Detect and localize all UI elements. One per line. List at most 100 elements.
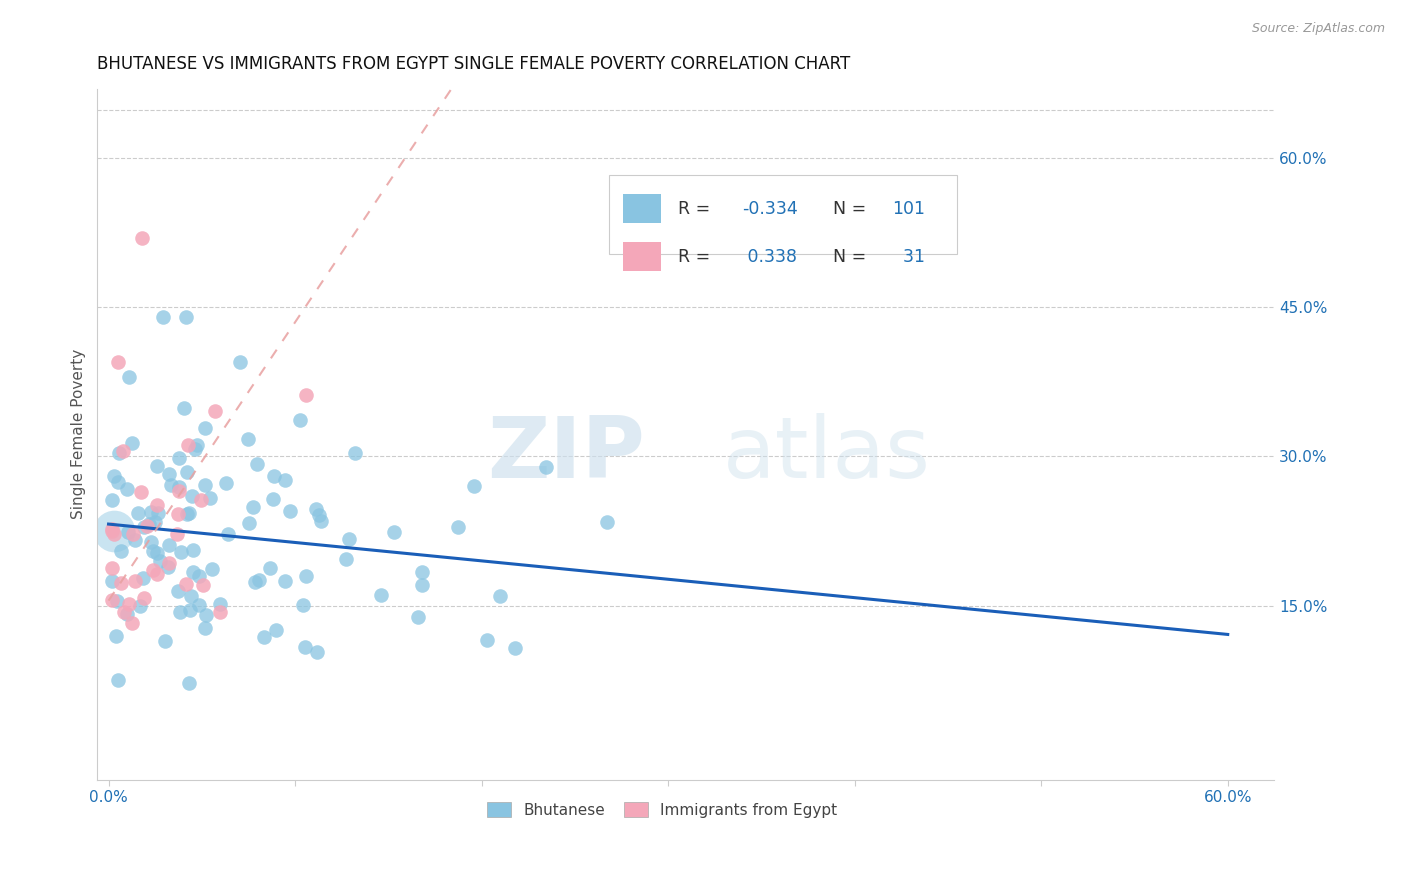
Point xyxy=(217,526,239,541)
Point xyxy=(181,543,204,558)
Text: R =: R = xyxy=(678,247,716,266)
Point xyxy=(266,624,288,638)
Point xyxy=(179,676,201,690)
Point xyxy=(121,436,143,450)
Point xyxy=(132,571,155,585)
Point xyxy=(157,559,180,574)
Point xyxy=(305,645,328,659)
Point xyxy=(110,544,132,558)
Point xyxy=(101,522,124,536)
Point xyxy=(107,355,129,369)
Point xyxy=(406,609,429,624)
Point xyxy=(229,354,252,368)
Point xyxy=(103,526,125,541)
Point xyxy=(103,524,125,538)
Point xyxy=(176,465,198,479)
Point xyxy=(534,460,557,475)
Point xyxy=(382,524,405,539)
Point xyxy=(177,438,200,452)
Point xyxy=(167,450,190,465)
Point xyxy=(101,492,124,507)
Bar xyxy=(623,242,661,271)
Point xyxy=(335,552,357,566)
Point xyxy=(245,574,267,589)
Point xyxy=(186,438,208,452)
Point xyxy=(208,597,231,611)
Point xyxy=(263,469,285,483)
Point xyxy=(108,446,131,460)
Point xyxy=(184,442,207,457)
Point xyxy=(139,535,162,549)
Point xyxy=(129,485,152,500)
Point xyxy=(463,479,485,493)
Point xyxy=(174,576,197,591)
Point xyxy=(201,561,224,575)
Point xyxy=(115,607,138,622)
Point xyxy=(181,565,204,579)
Point xyxy=(503,640,526,655)
Text: -0.334: -0.334 xyxy=(742,200,799,218)
Point xyxy=(188,598,211,612)
Point xyxy=(288,412,311,426)
Point xyxy=(477,632,499,647)
Point xyxy=(295,569,318,583)
Point xyxy=(305,501,328,516)
Point xyxy=(166,526,188,541)
Point xyxy=(309,514,332,528)
Point xyxy=(176,507,198,521)
Point xyxy=(238,516,260,530)
Point xyxy=(117,524,139,539)
Bar xyxy=(609,175,956,254)
Point xyxy=(101,574,124,588)
Text: BHUTANESE VS IMMIGRANTS FROM EGYPT SINGLE FEMALE POVERTY CORRELATION CHART: BHUTANESE VS IMMIGRANTS FROM EGYPT SINGL… xyxy=(97,55,851,73)
Point xyxy=(112,444,135,458)
Point xyxy=(447,520,470,534)
Point xyxy=(274,574,297,588)
Point xyxy=(174,310,197,325)
Point xyxy=(259,561,281,575)
Point xyxy=(278,504,301,518)
Point xyxy=(191,578,214,592)
Point xyxy=(101,561,124,575)
Point xyxy=(110,576,132,591)
Point xyxy=(146,507,169,521)
Point xyxy=(242,500,264,514)
Text: atlas: atlas xyxy=(723,413,931,496)
Point xyxy=(170,545,193,559)
Point xyxy=(208,605,231,619)
Point xyxy=(107,475,129,489)
Point xyxy=(139,505,162,519)
Point xyxy=(143,515,166,529)
Bar xyxy=(623,194,661,223)
Point xyxy=(167,484,190,499)
Point xyxy=(253,630,276,644)
Point xyxy=(121,527,143,541)
Point xyxy=(180,589,202,603)
Point xyxy=(194,621,217,635)
Text: 0.338: 0.338 xyxy=(742,247,797,266)
Point xyxy=(215,475,238,490)
Point xyxy=(167,508,190,522)
Text: ZIP: ZIP xyxy=(486,413,645,496)
Point xyxy=(132,520,155,534)
Text: 31: 31 xyxy=(891,247,925,266)
Point xyxy=(127,506,149,520)
Point xyxy=(190,493,212,508)
Point xyxy=(411,578,433,592)
Point xyxy=(118,597,141,611)
Point xyxy=(169,605,191,619)
Point xyxy=(411,565,433,579)
Point xyxy=(146,498,169,512)
Point xyxy=(157,556,180,570)
Point xyxy=(238,432,260,446)
Point xyxy=(292,598,315,612)
Point xyxy=(138,517,160,532)
Point xyxy=(107,594,129,608)
Point xyxy=(103,468,125,483)
Text: Source: ZipAtlas.com: Source: ZipAtlas.com xyxy=(1251,22,1385,36)
Text: 101: 101 xyxy=(891,200,925,218)
Point xyxy=(101,592,124,607)
Point xyxy=(343,446,366,460)
Point xyxy=(132,591,155,606)
Point xyxy=(370,588,392,602)
